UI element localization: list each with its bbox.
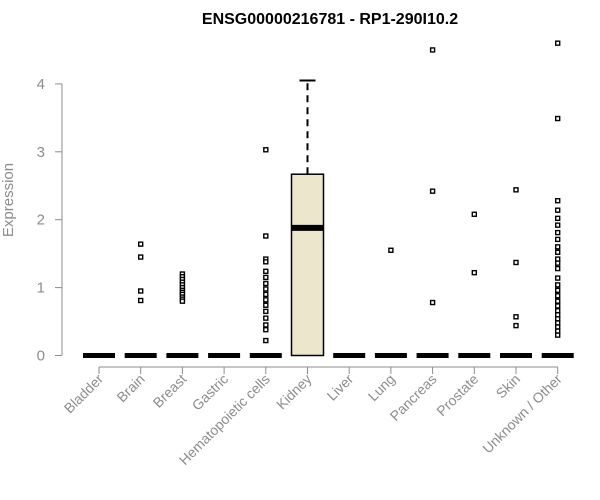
box-group-kidney <box>290 79 325 357</box>
outlier-point <box>137 254 144 260</box>
outlier-point <box>263 147 269 153</box>
outlier-point <box>263 337 269 344</box>
outlier-point <box>429 188 436 194</box>
box-group-prostate <box>458 211 491 358</box>
outlier-point <box>555 215 561 222</box>
outlier-point <box>263 286 269 292</box>
outlier-point <box>263 297 269 303</box>
outlier-point <box>137 241 144 247</box>
box <box>290 173 325 357</box>
box-group-skin <box>500 187 532 358</box>
y-tick-label: 2 <box>37 212 45 229</box>
outlier-point <box>471 211 477 217</box>
y-tick-label: 3 <box>37 144 45 161</box>
x-tick-label: Lung <box>365 371 398 404</box>
x-tick-label: Kidney <box>273 371 315 413</box>
box-group-breast <box>166 271 199 358</box>
x-tick-label: Skin <box>493 371 524 402</box>
outlier-point <box>263 322 269 328</box>
outlier-point <box>555 287 561 294</box>
outlier-point <box>429 47 436 53</box>
x-tick-label: Prostate <box>433 371 481 419</box>
outlier-point <box>555 265 561 272</box>
y-axis: 0 1 2 3 4 <box>37 76 63 365</box>
outlier-point <box>513 187 519 193</box>
outlier-point <box>555 282 561 288</box>
outlier-point <box>555 115 561 122</box>
outlier-point <box>263 302 269 308</box>
outlier-point <box>555 298 561 304</box>
box-group-hematopoietic-cells <box>249 147 282 358</box>
outlier-point <box>555 236 561 243</box>
outlier-point <box>555 207 561 213</box>
outlier-point <box>263 268 269 275</box>
box-group-unknown-other <box>541 40 574 358</box>
outlier-point <box>513 259 519 266</box>
outlier-point <box>471 269 477 276</box>
y-tick-label: 4 <box>37 76 45 93</box>
outlier-point <box>555 249 561 255</box>
x-tick-label: Brain <box>113 371 147 405</box>
x-tick-label: Bladder <box>61 371 107 417</box>
x-tick-label: Unknown / Other <box>479 371 565 457</box>
outlier-point <box>555 229 561 236</box>
x-tick-label: Breast <box>150 371 190 411</box>
outlier-point <box>263 326 269 333</box>
outlier-point <box>555 260 561 266</box>
outlier-point <box>555 332 561 338</box>
outlier-point <box>263 315 269 321</box>
y-axis-label: Expression <box>0 163 17 237</box>
outlier-point <box>555 275 561 281</box>
outlier-point <box>263 280 269 287</box>
chart-title: ENSG00000216781 - RP1-290I10.2 <box>202 11 458 28</box>
outlier-point <box>555 303 561 309</box>
plot-area <box>83 40 574 358</box>
outlier-point <box>555 293 561 299</box>
outlier-point <box>388 247 394 253</box>
outlier-point <box>179 298 186 304</box>
outlier-point <box>137 297 144 304</box>
outlier-point <box>555 197 561 204</box>
box-group-pancreas <box>416 47 449 358</box>
outlier-point <box>513 322 519 329</box>
x-tick-label: Liver <box>324 371 357 404</box>
outlier-point <box>513 314 519 320</box>
y-tick-label: 0 <box>37 348 45 365</box>
y-tick-label: 1 <box>37 280 45 297</box>
outlier-point <box>137 288 144 294</box>
outlier-point <box>555 40 561 46</box>
outlier-point <box>263 233 269 239</box>
outlier-point <box>429 299 436 306</box>
box-group-brain <box>124 241 157 358</box>
outlier-point <box>263 259 269 265</box>
outlier-point <box>555 244 561 250</box>
outlier-point <box>263 291 269 298</box>
outlier-point <box>263 308 269 315</box>
outlier-point <box>555 222 561 228</box>
box-group-lung <box>374 247 407 358</box>
outlier-point <box>263 274 269 281</box>
